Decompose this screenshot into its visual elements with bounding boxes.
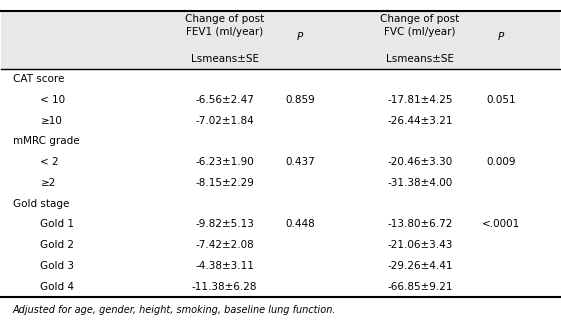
Text: < 2: < 2 [40, 157, 59, 167]
Text: Gold 1: Gold 1 [40, 219, 75, 229]
Text: -6.23±1.90: -6.23±1.90 [195, 157, 254, 167]
Text: -7.02±1.84: -7.02±1.84 [195, 116, 254, 126]
Text: 0.051: 0.051 [486, 95, 516, 105]
Text: -7.42±2.08: -7.42±2.08 [195, 240, 254, 250]
Text: -6.56±2.47: -6.56±2.47 [195, 95, 254, 105]
Text: Change of post
FVC (ml/year): Change of post FVC (ml/year) [380, 14, 459, 38]
Text: CAT score: CAT score [12, 74, 64, 84]
Text: 0.437: 0.437 [285, 157, 315, 167]
Text: -9.82±5.13: -9.82±5.13 [195, 219, 254, 229]
Text: Adjusted for age, gender, height, smoking, baseline lung function.: Adjusted for age, gender, height, smokin… [12, 305, 336, 315]
Text: -4.38±3.11: -4.38±3.11 [195, 261, 254, 271]
Text: -26.44±3.21: -26.44±3.21 [387, 116, 453, 126]
Text: -29.26±4.41: -29.26±4.41 [387, 261, 453, 271]
Text: Lsmeans±SE: Lsmeans±SE [191, 54, 259, 64]
Text: mMRC grade: mMRC grade [12, 136, 79, 146]
Text: -13.80±6.72: -13.80±6.72 [387, 219, 453, 229]
Text: ≥10: ≥10 [40, 116, 62, 126]
Text: 0.859: 0.859 [285, 95, 315, 105]
Text: Gold 2: Gold 2 [40, 240, 75, 250]
Text: -8.15±2.29: -8.15±2.29 [195, 178, 254, 188]
Text: -17.81±4.25: -17.81±4.25 [387, 95, 453, 105]
Text: P: P [498, 32, 504, 42]
Text: -21.06±3.43: -21.06±3.43 [387, 240, 453, 250]
Text: Change of post
FEV1 (ml/year): Change of post FEV1 (ml/year) [185, 14, 264, 38]
Text: -66.85±9.21: -66.85±9.21 [387, 282, 453, 292]
Text: -20.46±3.30: -20.46±3.30 [388, 157, 453, 167]
Text: <.0001: <.0001 [482, 219, 520, 229]
Text: -31.38±4.00: -31.38±4.00 [388, 178, 453, 188]
Text: Lsmeans±SE: Lsmeans±SE [386, 54, 454, 64]
Text: Gold 4: Gold 4 [40, 282, 75, 292]
Text: Gold 3: Gold 3 [40, 261, 75, 271]
Text: Gold stage: Gold stage [12, 199, 69, 209]
Bar [1, 11, 560, 69]
Text: 0.009: 0.009 [486, 157, 516, 167]
Text: ≥2: ≥2 [40, 178, 56, 188]
Text: < 10: < 10 [40, 95, 66, 105]
Text: P: P [297, 32, 303, 42]
Text: 0.448: 0.448 [285, 219, 315, 229]
Text: -11.38±6.28: -11.38±6.28 [192, 282, 257, 292]
